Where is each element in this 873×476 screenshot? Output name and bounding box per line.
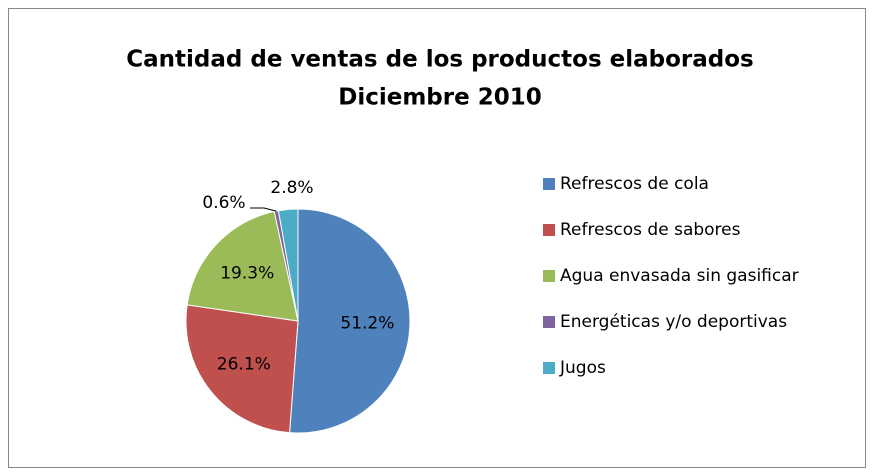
pie-slice [185, 304, 299, 434]
chart-title: Cantidad de ventas de los productos elab… [126, 47, 753, 73]
data-label: 0.6% [202, 193, 245, 213]
legend-label: Refrescos de cola [560, 174, 709, 194]
legend-label: Energéticas y/o deportivas [560, 312, 787, 332]
legend-label: Refrescos de sabores [560, 220, 741, 240]
data-label: 2.8% [270, 178, 313, 198]
data-label: 51.2% [340, 314, 394, 334]
legend-swatch [543, 362, 555, 374]
legend-swatch [543, 270, 555, 282]
chart-title: Diciembre 2010 [338, 85, 542, 111]
pie-slice [289, 208, 411, 434]
chart-frame [8, 8, 866, 468]
legend-swatch [543, 224, 555, 236]
legend-swatch [543, 178, 555, 190]
pie-slice [186, 210, 299, 322]
data-label: 26.1% [217, 354, 271, 374]
legend-label: Jugos [559, 358, 606, 378]
legend-label: Agua envasada sin gasificar [560, 266, 799, 286]
legend-swatch [543, 316, 555, 328]
data-label: 19.3% [220, 264, 274, 284]
pie-slice [277, 208, 299, 322]
leader-line [250, 207, 277, 212]
